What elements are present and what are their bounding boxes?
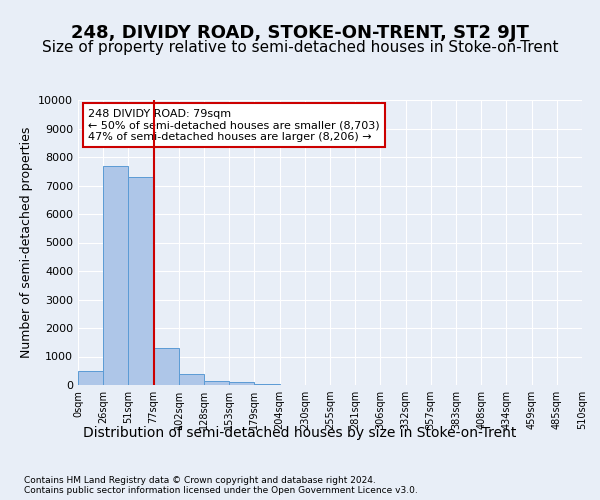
Bar [204,380,229,385]
Y-axis label: Number of semi-detached properties: Number of semi-detached properties [20,127,32,358]
Bar [254,384,280,385]
Text: Distribution of semi-detached houses by size in Stoke-on-Trent: Distribution of semi-detached houses by … [83,426,517,440]
Bar [128,177,154,385]
Text: 248, DIVIDY ROAD, STOKE-ON-TRENT, ST2 9JT: 248, DIVIDY ROAD, STOKE-ON-TRENT, ST2 9J… [71,24,529,42]
Text: Contains HM Land Registry data © Crown copyright and database right 2024.
Contai: Contains HM Land Registry data © Crown c… [24,476,418,495]
Bar [179,374,204,385]
Text: 248 DIVIDY ROAD: 79sqm
← 50% of semi-detached houses are smaller (8,703)
47% of : 248 DIVIDY ROAD: 79sqm ← 50% of semi-det… [88,108,380,142]
Bar [103,166,128,385]
Bar [154,348,179,385]
Bar [229,382,254,385]
Text: Size of property relative to semi-detached houses in Stoke-on-Trent: Size of property relative to semi-detach… [42,40,558,55]
Bar [78,371,103,385]
